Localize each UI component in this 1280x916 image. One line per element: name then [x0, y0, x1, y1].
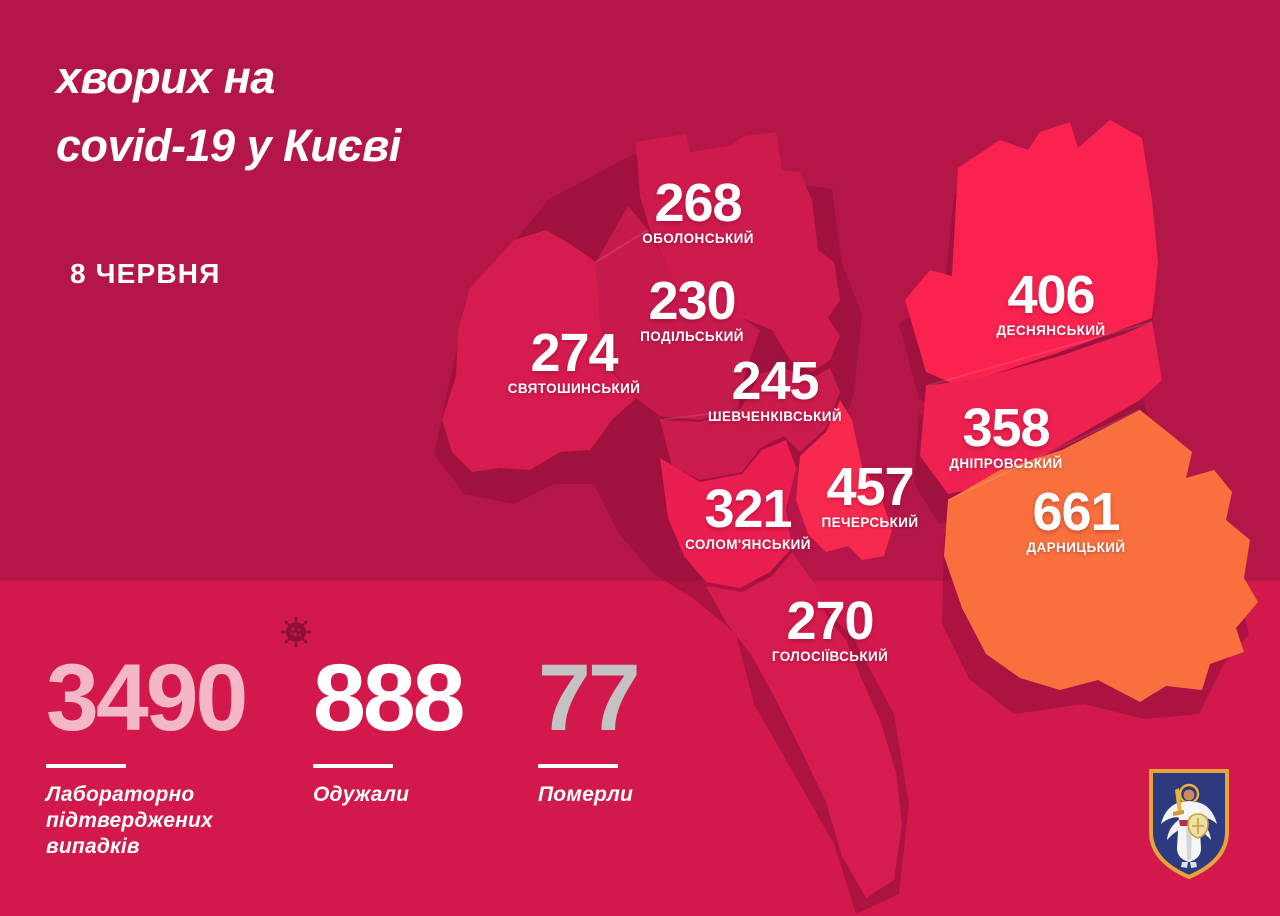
stat-value-recovered: 888 [313, 645, 466, 751]
district-shape-dniprovskyi [920, 322, 1162, 494]
coronavirus-icon [281, 617, 311, 647]
map-seams [595, 229, 1153, 501]
district-shape-obolonskyi [636, 132, 840, 372]
stat-confirmed: 3490 Лабораторно підтверджених випадків [46, 645, 248, 859]
stat-rule-confirmed [46, 764, 126, 769]
stat-caption-recovered: Одужали [313, 783, 410, 807]
stat-caption-confirmed: Лабораторно підтверджених випадків [46, 783, 213, 858]
kyiv-coat-of-arms-icon [1149, 769, 1229, 880]
stat-rule-died [538, 764, 618, 769]
stat-caption-died: Померли [538, 783, 633, 807]
page-title: хворих на covid-19 у Києві [56, 52, 401, 172]
district-shape-sviatoshynskyi [442, 230, 636, 472]
stat-value-died: 77 [538, 645, 641, 751]
district-shape-darnytskyi [944, 410, 1258, 702]
district-shape-solomianskyi [660, 440, 796, 588]
report-date: 8 ЧЕРВНЯ [70, 258, 221, 289]
stat-recovered: 888 Одужали [313, 645, 466, 808]
district-shape-podilskyi [596, 206, 760, 420]
district-shape-desnianskyi [905, 120, 1158, 386]
district-shape-shevchenkivskyi [660, 368, 840, 480]
stat-rule-recovered [313, 764, 393, 769]
district-shape-holosiivskyi [706, 552, 902, 898]
district-shape-pecherskyi [796, 400, 892, 560]
stat-died: 77 Померли [538, 645, 641, 808]
stat-value-confirmed: 3490 [46, 645, 248, 751]
